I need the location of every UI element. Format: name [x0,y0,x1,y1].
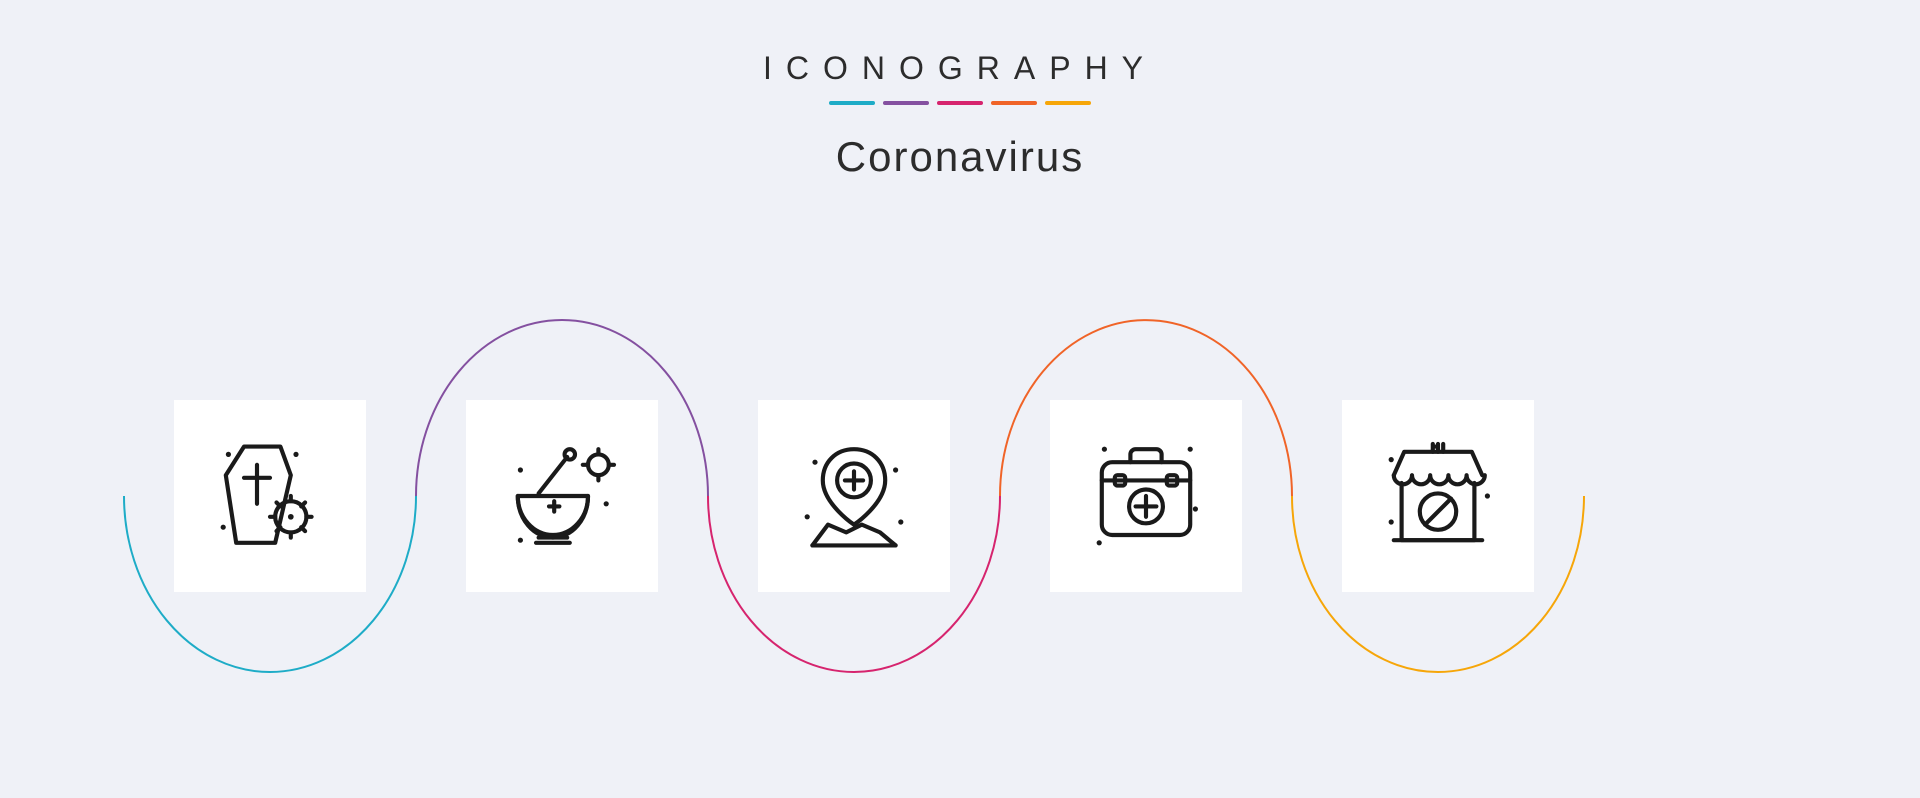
hospital-location-icon [789,431,919,561]
shop-closed-icon [1373,431,1503,561]
first-aid-kit-icon [1081,431,1211,561]
brand-underline [0,101,1920,105]
icon-card-2 [758,400,950,592]
underline-seg-3 [991,101,1037,105]
icon-stage [0,280,1920,740]
mortar-virus-icon [497,431,627,561]
underline-seg-1 [883,101,929,105]
underline-seg-4 [1045,101,1091,105]
underline-seg-2 [937,101,983,105]
coffin-virus-icon [205,431,335,561]
pack-subtitle: Coronavirus [0,133,1920,181]
underline-seg-0 [829,101,875,105]
icon-card-3 [1050,400,1242,592]
icon-card-0 [174,400,366,592]
icon-card-4 [1342,400,1534,592]
icon-card-1 [466,400,658,592]
brand-title: ICONOGRAPHY [0,50,1920,87]
